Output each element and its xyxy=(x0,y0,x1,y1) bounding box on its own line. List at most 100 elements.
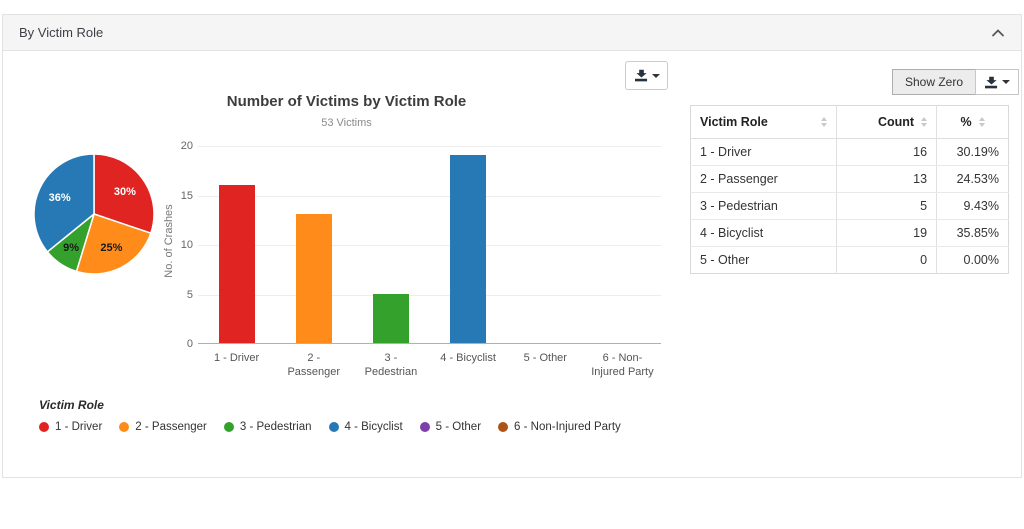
bar-slot xyxy=(198,146,275,343)
legend-dot xyxy=(39,422,49,432)
cell-count: 19 xyxy=(836,219,938,247)
panel-header: By Victim Role xyxy=(3,15,1021,51)
pie-slice[interactable] xyxy=(93,153,155,234)
legend-dot xyxy=(328,422,339,432)
x-axis-label: 5 - Other xyxy=(523,352,567,364)
legend-items: 1 - Driver 2 - Passenger 3 - Pedestrian … xyxy=(39,421,621,433)
column-header-count[interactable]: Count xyxy=(836,105,938,139)
table-toolbar: Show Zero xyxy=(892,69,1020,95)
x-axis-label: 6 - Non- Injured Party xyxy=(591,352,654,379)
cell-role: 4 - Bicyclist xyxy=(690,219,838,247)
bar-slot xyxy=(507,146,584,343)
cell-role: 2 - Passenger xyxy=(690,165,838,193)
legend-label: 3 - Pedestrian xyxy=(239,421,312,433)
y-tick-label: 15 xyxy=(180,189,193,202)
cell-pct: 9.43% xyxy=(936,192,1009,220)
panel-body: Number of Victims by Victim Role 53 Vict… xyxy=(3,51,1021,477)
chart-title: Number of Victims by Victim Role xyxy=(226,93,467,110)
bar-chart xyxy=(198,146,661,344)
cell-count: 13 xyxy=(836,165,938,193)
gridline xyxy=(198,146,661,147)
sort-icon xyxy=(821,117,828,127)
cell-role: 1 - Driver xyxy=(690,138,838,166)
pie-slice[interactable] xyxy=(75,213,152,275)
x-axis-label: 2 - Passenger xyxy=(287,352,341,379)
by-victim-role-panel: By Victim Role Number of Victims by Vict… xyxy=(2,14,1022,478)
cell-pct: 30.19% xyxy=(936,138,1009,166)
y-tick-label: 5 xyxy=(186,288,193,301)
gridline xyxy=(198,245,661,246)
caret-down-icon xyxy=(1002,80,1011,84)
cell-count: 0 xyxy=(836,246,938,274)
y-tick-label: 10 xyxy=(180,239,193,251)
cell-role: 5 - Other xyxy=(690,246,838,274)
pie-chart[interactable]: 30% 25% 9% 36% xyxy=(32,152,156,276)
bar-slots xyxy=(198,146,661,343)
legend-label: 1 - Driver xyxy=(55,421,103,433)
legend-label: 4 - Bicyclist xyxy=(344,421,403,433)
cell-role: 3 - Pedestrian xyxy=(690,192,838,220)
bar-bicyclist[interactable] xyxy=(450,154,487,343)
legend-dot xyxy=(419,422,430,432)
legend: Victim Role 1 - Driver 2 - Passenger 3 -… xyxy=(39,398,621,433)
gridline xyxy=(198,294,661,296)
cell-pct: 24.53% xyxy=(936,165,1009,193)
sort-icon xyxy=(921,117,928,127)
x-axis-labels: 1 - Driver 2 - Passenger 3 - Pedestrian … xyxy=(198,351,661,380)
show-zero-button[interactable]: Show Zero xyxy=(892,69,977,95)
x-axis-label: 4 - Bicyclist xyxy=(440,352,496,364)
legend-label: 5 - Other xyxy=(435,421,482,433)
legend-dot xyxy=(119,422,130,432)
legend-item-bicyclist[interactable]: 4 - Bicyclist xyxy=(328,421,403,433)
export-icon xyxy=(634,69,647,82)
column-header-victim-role[interactable]: Victim Role xyxy=(690,105,838,139)
cell-pct: 35.85% xyxy=(936,219,1009,247)
legend-item-driver[interactable]: 1 - Driver xyxy=(39,421,102,433)
table-row: 3 - Pedestrian 5 9.43% xyxy=(690,192,1009,220)
x-axis-label: 1 - Driver xyxy=(213,352,260,364)
table-row: 4 - Bicyclist 19 35.85% xyxy=(690,219,1009,247)
caret-down-icon xyxy=(651,73,660,78)
y-tick-label: 0 xyxy=(186,338,193,350)
legend-title: Victim Role xyxy=(39,398,104,412)
table-row: 5 - Other 0 0.00% xyxy=(690,246,1009,274)
bar-slot xyxy=(352,146,429,343)
bar-passenger[interactable] xyxy=(295,214,332,343)
table-row: 1 - Driver 16 30.19% xyxy=(690,138,1009,166)
bar-driver[interactable] xyxy=(218,184,255,343)
chart-export-button[interactable] xyxy=(625,61,668,90)
legend-item-non-injured-party[interactable]: 6 - Non-Injured Party xyxy=(498,421,621,433)
column-header-label: Count xyxy=(877,115,915,129)
victim-role-table: Victim Role Count % xyxy=(690,105,1009,274)
collapse-button[interactable] xyxy=(991,28,1005,38)
cell-count: 5 xyxy=(836,192,938,220)
sort-icon xyxy=(978,117,985,127)
chevron-up-icon xyxy=(992,28,1004,36)
pie-slice[interactable] xyxy=(33,153,95,253)
legend-label: 6 - Non-Injured Party xyxy=(514,421,621,433)
column-header-percent[interactable]: % xyxy=(936,105,1009,139)
legend-dot xyxy=(223,422,234,432)
column-header-label: % xyxy=(960,115,972,129)
cell-count: 16 xyxy=(836,138,938,166)
x-axis-label: 3 - Pedestrian xyxy=(364,352,418,379)
chart-subtitle: 53 Victims xyxy=(321,117,372,129)
export-icon xyxy=(985,76,998,88)
legend-item-passenger[interactable]: 2 - Passenger xyxy=(119,421,207,433)
bar-slot xyxy=(430,146,507,343)
bar-slot xyxy=(275,146,352,343)
bar-slot xyxy=(584,146,661,343)
pie-chart-svg xyxy=(33,153,155,275)
column-header-label: Victim Role xyxy=(700,115,768,129)
bar-pedestrian[interactable] xyxy=(372,293,409,343)
table-header-row: Victim Role Count % xyxy=(690,105,1009,139)
table-export-button[interactable] xyxy=(975,69,1020,95)
cell-pct: 0.00% xyxy=(963,253,999,267)
legend-item-other[interactable]: 5 - Other xyxy=(419,421,482,433)
legend-dot xyxy=(498,422,509,432)
y-tick-label: 20 xyxy=(180,140,193,152)
panel-title: By Victim Role xyxy=(19,25,104,40)
legend-item-pedestrian[interactable]: 3 - Pedestrian xyxy=(223,421,312,433)
gridline xyxy=(198,195,661,197)
legend-label: 2 - Passenger xyxy=(135,421,207,433)
